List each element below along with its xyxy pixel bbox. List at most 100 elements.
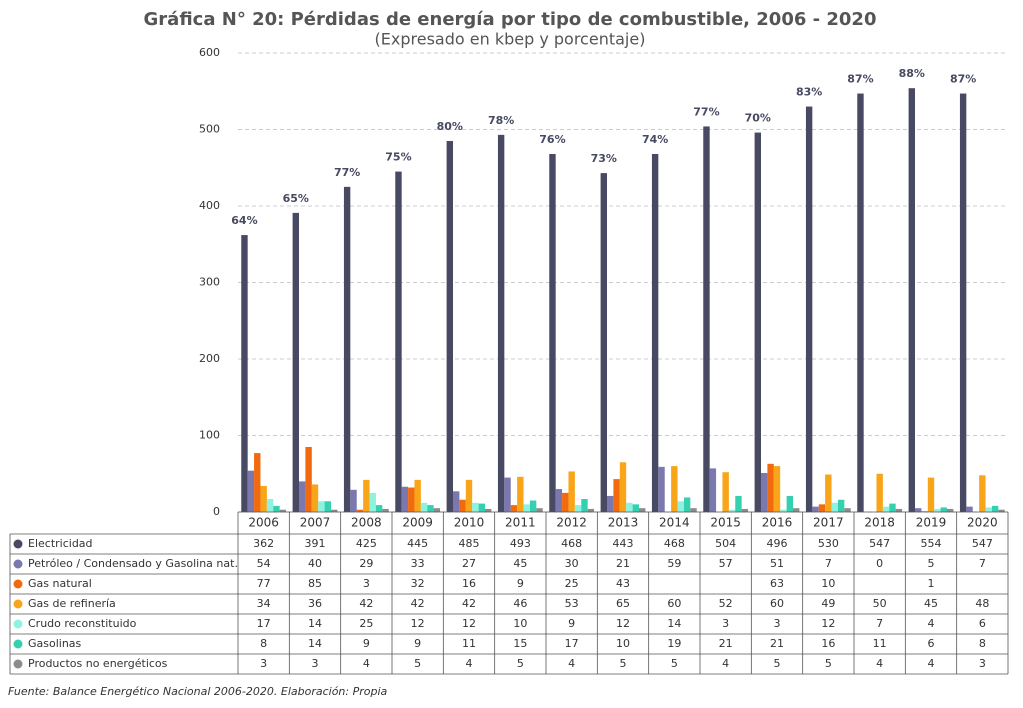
table-value: 9: [517, 577, 524, 590]
table-value: 59: [667, 557, 681, 570]
percent-label: 87%: [950, 73, 976, 86]
bar: [761, 472, 768, 512]
legend-marker: [13, 639, 23, 649]
bar: [607, 495, 614, 512]
table-value: 16: [821, 637, 835, 650]
table-value: 43: [616, 577, 630, 590]
table-value: 5: [825, 657, 832, 670]
x-tick-label: 2016: [762, 516, 793, 530]
bar: [998, 509, 1005, 512]
table-value: 3: [979, 657, 986, 670]
table-value: 36: [308, 597, 322, 610]
bar: [517, 476, 524, 512]
percent-label: 70%: [745, 112, 771, 125]
table-value: 1: [928, 577, 935, 590]
table-value: 3: [774, 617, 781, 630]
bar: [722, 472, 729, 512]
table-value: 3: [312, 657, 319, 670]
table-value: 14: [308, 637, 322, 650]
table-value: 5: [928, 557, 935, 570]
bar: [260, 485, 267, 512]
table-value: 52: [719, 597, 733, 610]
bar: [735, 495, 742, 512]
percent-label: 74%: [642, 133, 668, 146]
table-value: 443: [613, 537, 634, 550]
bar: [959, 93, 967, 513]
bar: [299, 481, 306, 512]
table-value: 4: [466, 657, 473, 670]
bar: [991, 505, 999, 512]
bar: [632, 504, 639, 512]
table-value: 3: [363, 577, 370, 590]
bar: [908, 88, 915, 512]
bar: [831, 502, 838, 512]
table-value: 12: [616, 617, 630, 630]
bar: [529, 500, 537, 512]
x-tick-label: 2017: [813, 516, 844, 530]
chart-title: Gráfica N° 20: Pérdidas de energía por t…: [144, 9, 877, 30]
y-tick-label: 500: [199, 123, 220, 136]
table-value: 530: [818, 537, 839, 550]
table-value: 425: [356, 537, 377, 550]
table-value: 547: [972, 537, 993, 550]
bar: [728, 509, 736, 512]
bar: [459, 499, 466, 512]
bar: [671, 466, 678, 512]
table-value: 3: [260, 657, 267, 670]
bar: [401, 486, 409, 512]
table-value: 45: [513, 557, 527, 570]
table-value: 21: [719, 637, 733, 650]
bar: [369, 492, 376, 512]
bar: [940, 507, 947, 512]
x-tick-label: 2009: [402, 516, 433, 530]
percent-label: 87%: [847, 73, 873, 86]
bar: [966, 506, 973, 512]
bar: [690, 508, 697, 512]
table-value: 85: [308, 577, 322, 590]
bar: [523, 504, 530, 512]
legend-label: Crudo reconstituido: [28, 617, 137, 630]
bar: [536, 508, 543, 512]
bar: [356, 509, 364, 512]
bar: [613, 479, 620, 512]
table-value: 21: [616, 557, 630, 570]
bar: [350, 489, 357, 512]
bar: [793, 508, 800, 512]
table-value: 10: [821, 577, 835, 590]
table-value: 554: [921, 537, 942, 550]
bar: [324, 501, 331, 512]
table-value: 11: [462, 637, 476, 650]
bar: [876, 473, 883, 512]
bar: [805, 106, 813, 513]
percent-label: 73%: [591, 152, 617, 165]
bar: [780, 509, 787, 512]
legend-marker: [13, 599, 23, 609]
bar: [619, 462, 627, 512]
bar: [651, 153, 659, 513]
bar: [305, 446, 312, 512]
legend-marker: [13, 559, 23, 569]
bar: [600, 173, 607, 513]
percent-label: 78%: [488, 114, 514, 127]
table-value: 5: [414, 657, 421, 670]
table-value: 8: [260, 637, 267, 650]
bar: [363, 479, 370, 512]
bar: [947, 508, 954, 512]
percent-label: 64%: [231, 214, 257, 227]
bar: [934, 508, 941, 512]
bar: [241, 235, 248, 512]
table-value: 29: [359, 557, 373, 570]
y-tick-label: 600: [199, 46, 220, 59]
table-value: 60: [770, 597, 784, 610]
bar: [395, 171, 402, 512]
table-value: 54: [257, 557, 271, 570]
source-note: Fuente: Balance Energético Nacional 2006…: [8, 685, 388, 698]
bar: [497, 134, 505, 513]
legend-label: Gas de refinería: [28, 597, 116, 610]
bar: [818, 504, 826, 512]
table-value: 7: [825, 557, 832, 570]
bar: [895, 508, 903, 512]
bar: [979, 475, 986, 512]
x-tick-label: 2019: [916, 516, 947, 530]
table-value: 21: [770, 637, 784, 650]
